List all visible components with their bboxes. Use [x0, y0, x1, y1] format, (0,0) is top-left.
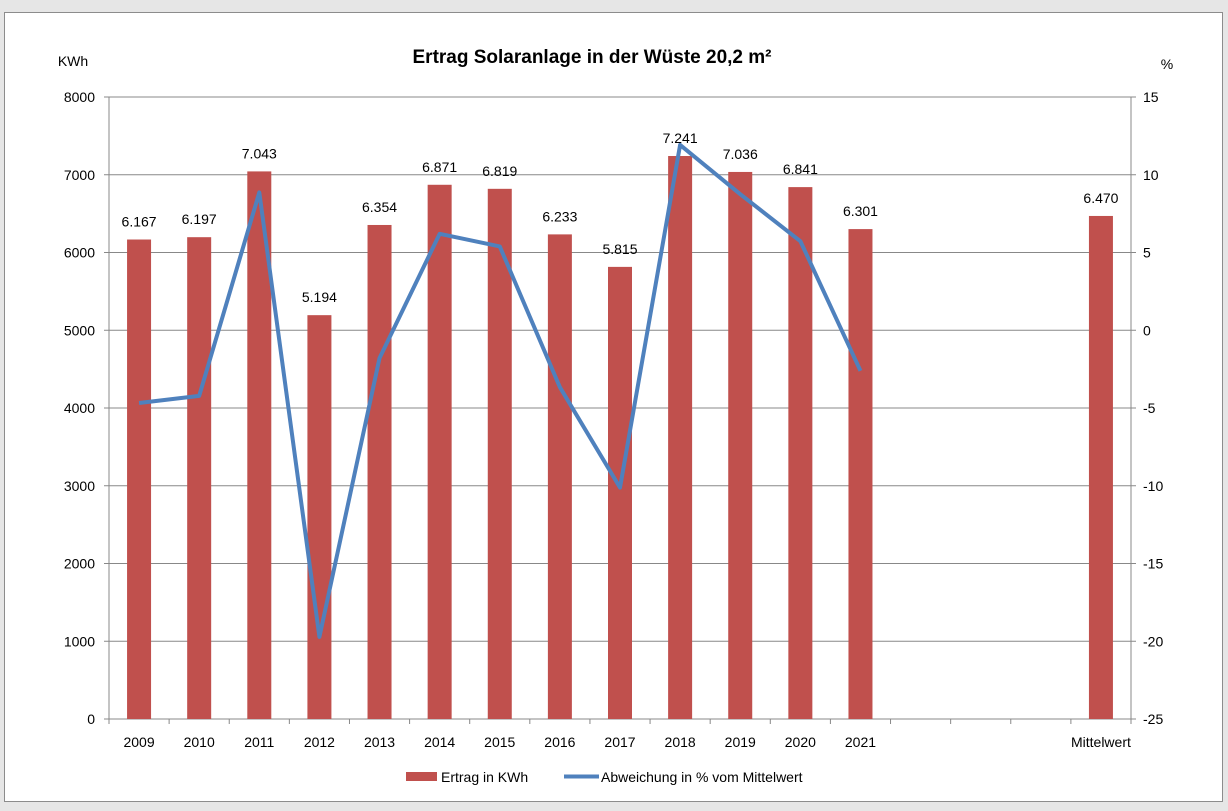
- y-left-tick-label: 6000: [64, 245, 95, 261]
- data-label: 5.194: [302, 289, 337, 305]
- x-tick-label: 2010: [184, 734, 215, 750]
- x-tick-label: 2011: [244, 734, 274, 750]
- x-tick-label: 2016: [544, 734, 575, 750]
- y-left-tick-label: 3000: [64, 478, 95, 494]
- bar: [367, 224, 392, 719]
- y-right-tick-label: -20: [1143, 633, 1163, 649]
- bar: [788, 187, 813, 719]
- bar: [668, 156, 693, 719]
- data-label: 7.241: [663, 130, 698, 146]
- y-left-axis-label: KWh: [58, 53, 88, 69]
- data-label: 6.819: [482, 163, 517, 179]
- y-left-tick-label: 2000: [64, 556, 95, 572]
- y-right-tick-label: 15: [1143, 89, 1159, 105]
- bar: [127, 239, 152, 719]
- bar: [187, 237, 212, 720]
- data-label: 6.871: [422, 159, 457, 175]
- bar: [427, 184, 452, 719]
- data-label: 6.301: [843, 203, 878, 219]
- data-label: 6.197: [182, 211, 217, 227]
- axes: 0 1000 2000 3000 4000 5000 6000 7000 8000 -25 -20 -…: [64, 89, 1164, 750]
- y-left-tick-label: 4000: [64, 400, 95, 416]
- y-left-tick-label: 5000: [64, 322, 95, 338]
- legend-label-line: Abweichung in % vom Mittelwert: [601, 769, 803, 785]
- bar: [728, 171, 753, 720]
- bar: [487, 188, 512, 719]
- x-tick-label: 2018: [665, 734, 696, 750]
- data-label: 6.354: [362, 199, 397, 215]
- chart-title: Ertrag Solaranlage in der Wüste 20,2 m²: [413, 47, 772, 68]
- legend-label-bar: Ertrag in KWh: [441, 769, 528, 785]
- y-right-tick-label: -25: [1143, 711, 1163, 727]
- y-left-tick-label: 8000: [64, 89, 95, 105]
- x-tick-label: Mittelwert: [1071, 734, 1131, 750]
- y-right-tick-label: -15: [1143, 556, 1163, 572]
- y-right-tick-label: -5: [1143, 400, 1156, 416]
- bar: [1088, 215, 1113, 719]
- x-tick-label: 2017: [604, 734, 635, 750]
- y-left-tick-label: 7000: [64, 167, 95, 183]
- data-label: 7.043: [242, 145, 277, 161]
- bar-series: [127, 156, 1113, 720]
- legend: Ertrag in KWh Abweichung in % vom Mittelw…: [406, 769, 803, 785]
- line-series: [138, 142, 863, 639]
- legend-swatch-bar: [406, 772, 437, 781]
- y-left-tick-label: 0: [87, 711, 95, 727]
- x-tick-label: 2013: [364, 734, 395, 750]
- x-tick-label: 2021: [845, 734, 876, 750]
- y-right-tick-label: 10: [1143, 167, 1159, 183]
- y-right-tick-label: -10: [1143, 478, 1163, 494]
- x-tick-label: 2015: [484, 734, 515, 750]
- bar: [547, 234, 572, 719]
- x-tick-label: 2012: [304, 734, 335, 750]
- x-tick-label: 2019: [725, 734, 756, 750]
- bar: [608, 266, 632, 719]
- y-right-tick-label: 0: [1143, 322, 1151, 338]
- data-labels: 6.167 6.197 7.043 5.194 6.354 6.871 6.819 6.233…: [122, 130, 1119, 305]
- y-right-tick-label: 5: [1143, 245, 1151, 261]
- bar: [307, 315, 332, 719]
- y-left-tick-label: 1000: [64, 633, 95, 649]
- x-tick-label: 2009: [123, 734, 154, 750]
- y-right-axis-label: %: [1161, 56, 1173, 72]
- data-label: 6.470: [1083, 190, 1118, 206]
- data-label: 6.167: [122, 214, 157, 230]
- data-label: 6.841: [783, 161, 818, 177]
- data-label: 7.036: [723, 146, 758, 162]
- bar: [848, 229, 873, 720]
- data-label: 6.233: [542, 208, 577, 224]
- x-tick-label: 2014: [424, 734, 455, 750]
- x-tick-label: 2020: [785, 734, 816, 750]
- data-label: 5.815: [602, 241, 637, 257]
